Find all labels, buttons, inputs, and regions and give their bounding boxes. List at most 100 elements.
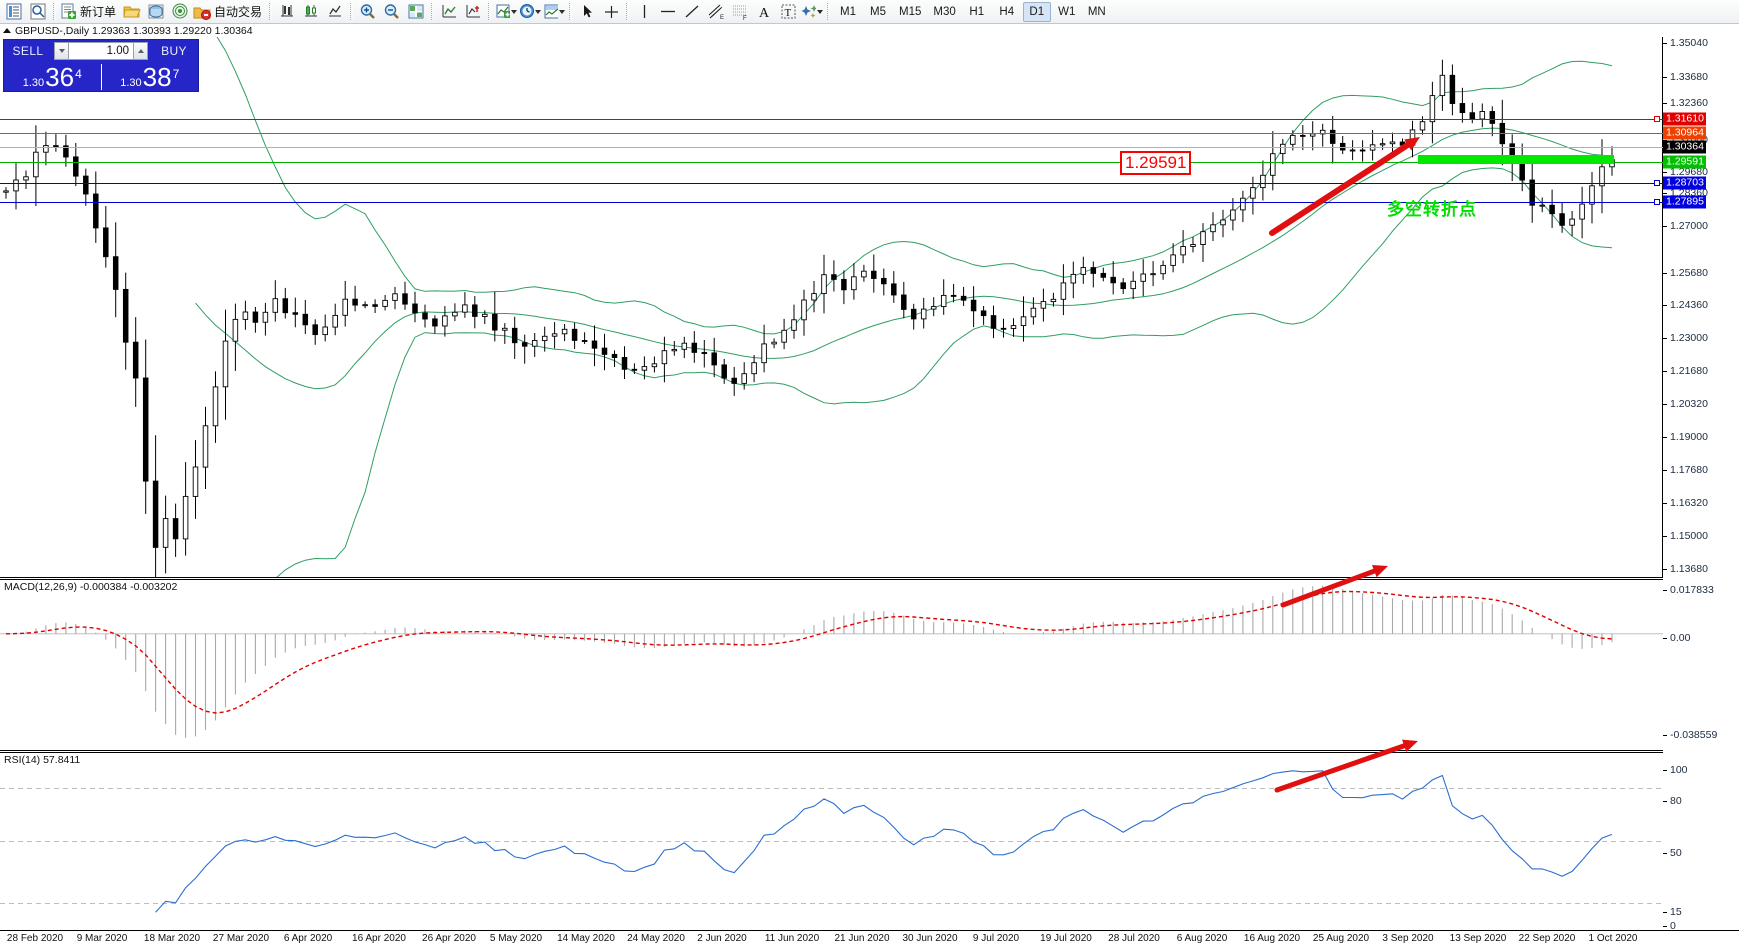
volume-increase-button[interactable]	[133, 42, 148, 60]
market-watch-icon[interactable]	[3, 1, 25, 22]
chevron-down-icon	[58, 49, 65, 53]
date-tick: 18 Mar 2020	[143, 933, 201, 944]
buy-price-prefix: 1.30	[120, 77, 142, 89]
date-tick: 9 Mar 2020	[76, 933, 128, 944]
chevron-down-icon[interactable]	[535, 9, 542, 14]
chart-title-text: GBPUSD-,Daily 1.29363 1.30393 1.29220 1.…	[15, 24, 253, 37]
zoom-in-icon[interactable]	[357, 1, 379, 22]
date-tick: 28 Feb 2020	[6, 933, 64, 944]
timeframe-d1[interactable]: D1	[1022, 1, 1051, 22]
date-tick: 24 May 2020	[627, 933, 685, 944]
date-tick: 25 Aug 2020	[1312, 933, 1370, 944]
sell-label: SELL	[12, 44, 44, 58]
horizontal-line[interactable]	[0, 133, 1663, 134]
new-order-label: 新订单	[80, 5, 117, 19]
price-chart-canvas	[3, 37, 1615, 577]
oct-price-row: 1.30 36 4 1.30 38 7	[4, 62, 198, 91]
price-callout-label: 1.29591	[1120, 151, 1192, 175]
volume-decrease-button[interactable]	[54, 42, 69, 60]
date-axis[interactable]: 28 Feb 2020 9 Mar 2020 18 Mar 2020 27 Mar 2…	[0, 930, 1739, 949]
axis-tick: 1.17680	[1663, 464, 1708, 476]
folder-icon[interactable]	[121, 1, 143, 22]
horizontal-line-icon[interactable]	[657, 1, 679, 22]
fibonacci-icon[interactable]: F	[729, 1, 751, 22]
axis-tick: 1.13680	[1663, 563, 1708, 575]
line-handle[interactable]	[1654, 116, 1660, 122]
timeframe-m5[interactable]: M5	[870, 5, 887, 18]
radar-icon[interactable]	[169, 1, 191, 22]
objects-icon[interactable]	[801, 1, 824, 22]
buy-label: BUY	[161, 44, 187, 58]
svg-text:F: F	[743, 16, 747, 20]
clock-icon[interactable]	[519, 1, 542, 22]
template-icon[interactable]	[543, 1, 566, 22]
timeframe-h1[interactable]: H1	[969, 5, 985, 18]
volume-input[interactable]: 1.00	[69, 42, 133, 60]
axis-tick: 0	[1663, 920, 1676, 932]
horizontal-line[interactable]	[0, 162, 1663, 163]
rsi-canvas	[0, 770, 1663, 913]
horizontal-line[interactable]	[0, 147, 1663, 148]
timeframe-m15[interactable]: M15	[899, 5, 922, 18]
price-tag: 1.29591	[1663, 155, 1706, 169]
navigator-icon[interactable]	[145, 1, 167, 22]
timeframe-m1[interactable]: M1	[840, 5, 857, 18]
chevron-down-icon[interactable]	[817, 9, 824, 14]
timeframe-h4[interactable]: H4	[999, 5, 1015, 18]
macd-canvas	[0, 585, 1663, 738]
line-handle[interactable]	[1654, 180, 1660, 186]
date-tick: 26 Apr 2020	[422, 933, 476, 944]
channel-icon[interactable]: E	[705, 1, 727, 22]
line-chart-icon[interactable]	[324, 1, 346, 22]
rsi-pane[interactable]	[0, 753, 1663, 930]
axis-tick: 1.35040	[1663, 37, 1708, 49]
new-order-button[interactable]: 新订单	[59, 1, 120, 22]
zoom-out-icon[interactable]	[381, 1, 403, 22]
data-window-icon[interactable]	[27, 1, 49, 22]
text-icon[interactable]: A	[753, 1, 775, 22]
bar-chart-icon[interactable]	[276, 1, 298, 22]
volume-stepper[interactable]: 1.00	[54, 42, 148, 60]
text-label-icon[interactable]: T	[777, 1, 799, 22]
axis-tick: 1.16320	[1663, 497, 1708, 509]
one-click-trading-panel[interactable]: SELL 1.00 BUY 1.30 36 4 1.30 38 7	[3, 39, 199, 92]
horizontal-line[interactable]	[0, 119, 1663, 120]
grid-icon[interactable]	[405, 1, 427, 22]
timeframe-m30[interactable]: M30	[933, 5, 956, 18]
candlestick-icon[interactable]	[300, 1, 322, 22]
chevron-down-icon[interactable]	[559, 9, 566, 14]
date-tick: 1 Oct 2020	[1588, 933, 1638, 944]
auto-trading-button[interactable]: 自动交易	[192, 1, 266, 22]
chart-shift-icon[interactable]	[462, 1, 484, 22]
toolbar-separator	[626, 3, 630, 20]
buy-button[interactable]: 1.30 38 7	[102, 62, 199, 91]
trendline-icon[interactable]	[681, 1, 703, 22]
toolbar-separator	[53, 3, 56, 20]
arrow-cursor-icon[interactable]	[576, 1, 598, 22]
chevron-down-icon[interactable]	[511, 9, 518, 14]
timeframe-w1[interactable]: W1	[1058, 5, 1076, 18]
pane-separator-rsi	[0, 750, 1663, 753]
support-zone-marker	[1418, 155, 1614, 164]
vertical-line-icon[interactable]	[633, 1, 655, 22]
timeframe-mn[interactable]: MN	[1087, 5, 1106, 18]
auto-trading-label: 自动交易	[214, 5, 263, 19]
buy-price-small: 7	[172, 67, 180, 81]
auto-scroll-icon[interactable]	[438, 1, 460, 22]
chevron-up-icon	[137, 49, 144, 53]
line-handle[interactable]	[1654, 199, 1660, 205]
indicators-icon[interactable]	[495, 1, 518, 22]
price-chart-pane[interactable]	[0, 37, 1663, 577]
macd-pane[interactable]	[0, 580, 1663, 750]
sell-button[interactable]: 1.30 36 4	[4, 62, 101, 91]
date-tick: 6 Apr 2020	[283, 933, 333, 944]
axis-tick: 1.25680	[1663, 267, 1708, 279]
axis-tick: 1.21680	[1663, 365, 1708, 377]
oct-top-row: SELL 1.00 BUY	[4, 40, 198, 62]
horizontal-line[interactable]	[0, 183, 1663, 184]
horizontal-line[interactable]	[0, 202, 1663, 203]
crosshair-icon[interactable]	[600, 1, 622, 22]
date-tick: 5 May 2020	[489, 933, 543, 944]
toolbar-separator	[269, 3, 273, 20]
